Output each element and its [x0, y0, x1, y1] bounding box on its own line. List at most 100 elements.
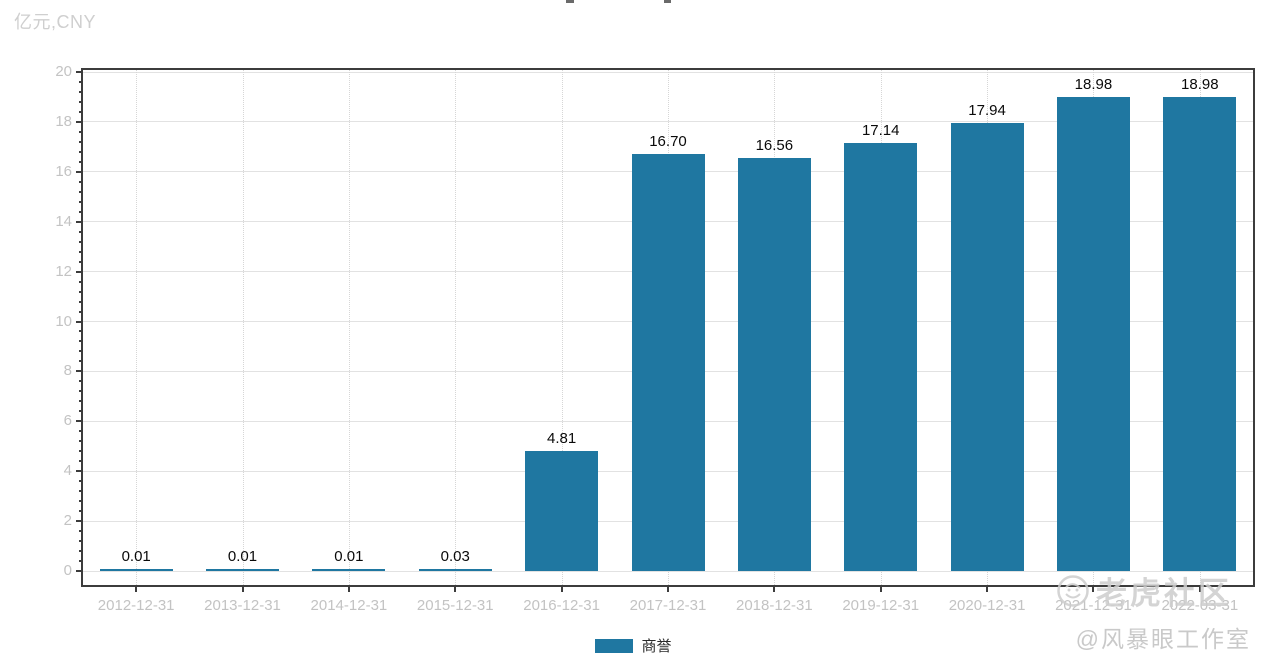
y-axis-tick	[76, 120, 83, 123]
y-axis-minor-tick	[79, 200, 83, 203]
x-axis-tick	[986, 585, 989, 592]
y-axis-minor-tick	[79, 360, 83, 363]
y-axis-tick	[76, 370, 83, 373]
y-axis-minor-tick	[79, 480, 83, 483]
bar-value-label: 17.94	[968, 102, 1006, 120]
x-axis-tick	[667, 585, 669, 592]
gridline-vertical	[242, 70, 244, 585]
y-axis-tick-label: 10	[55, 312, 72, 330]
y-axis-tick-label: 2	[63, 512, 72, 530]
y-axis-tick	[76, 470, 83, 473]
x-axis-tick-label: 2022-03-31	[1161, 597, 1239, 614]
x-axis-tick	[560, 585, 563, 592]
y-axis-tick-label: 8	[63, 362, 72, 380]
y-axis-minor-tick	[79, 230, 83, 233]
x-axis-tick-label: 2014-12-31	[310, 597, 388, 614]
bar-value-label: 0.01	[334, 548, 364, 565]
y-axis-tick	[76, 71, 83, 73]
y-axis-minor-tick	[79, 260, 83, 263]
bar[interactable]	[631, 154, 705, 571]
x-axis-tick	[135, 585, 138, 592]
y-axis-minor-tick	[79, 390, 83, 393]
bar[interactable]	[312, 569, 386, 571]
y-axis-minor-tick	[79, 510, 83, 513]
y-axis-minor-tick	[79, 80, 83, 83]
y-axis-tick-label: 20	[55, 63, 72, 80]
plot-area	[81, 68, 1255, 587]
y-axis-minor-tick	[79, 280, 83, 283]
bar-value-label: 18.98	[1074, 76, 1113, 94]
bar[interactable]	[950, 123, 1024, 571]
cropped-title-remnant	[664, 0, 671, 3]
y-axis-tick	[76, 320, 83, 323]
x-axis-tick-label: 2015-12-31	[416, 597, 494, 614]
x-axis-tick-label: 2012-12-31	[97, 597, 175, 614]
bar-value-label: 18.98	[1181, 76, 1219, 94]
x-axis-tick	[347, 585, 350, 592]
legend[interactable]: 商誉	[0, 635, 1267, 656]
y-axis-minor-tick	[79, 210, 83, 213]
x-axis-tick-label: 2017-12-31	[629, 597, 707, 614]
legend-label[interactable]: 商誉	[641, 638, 672, 655]
y-axis-minor-tick	[79, 540, 83, 543]
x-axis-tick-label: 2016-12-31	[523, 597, 600, 614]
gridline-vertical	[455, 70, 457, 585]
x-axis-tick	[773, 585, 776, 592]
cropped-title-remnant	[566, 0, 574, 3]
bar[interactable]	[1163, 97, 1237, 571]
y-axis-tick-label: 0	[63, 562, 72, 579]
gridline-vertical	[561, 70, 563, 585]
y-axis-tick	[76, 170, 83, 173]
y-axis-minor-tick	[79, 130, 83, 133]
y-axis-minor-tick	[79, 310, 83, 313]
bar[interactable]	[1056, 97, 1130, 571]
y-axis-minor-tick	[79, 150, 83, 153]
y-axis-tick-label: 14	[55, 212, 72, 230]
y-axis-minor-tick	[79, 100, 83, 103]
bar-value-label: 17.14	[861, 122, 900, 140]
bar-value-label: 0.01	[227, 548, 258, 565]
bar[interactable]	[99, 569, 173, 571]
bar[interactable]	[525, 450, 599, 571]
y-axis-tick	[76, 520, 83, 523]
y-axis-minor-tick	[79, 380, 83, 383]
y-axis-minor-tick	[79, 430, 83, 433]
y-axis-minor-tick	[79, 110, 83, 113]
bar-value-label: 4.81	[547, 429, 577, 447]
bar-value-label: 16.56	[755, 136, 794, 154]
bar[interactable]	[844, 143, 918, 571]
gridline-vertical	[136, 70, 138, 585]
legend-swatch[interactable]	[595, 638, 634, 653]
y-axis-tick	[76, 220, 83, 223]
y-axis-tick-label: 16	[55, 162, 72, 180]
y-axis-unit-label: 亿元,CNY	[14, 12, 97, 32]
x-axis-tick	[1198, 585, 1201, 592]
y-axis-tick-label: 18	[55, 112, 72, 130]
y-axis-tick	[76, 420, 83, 423]
y-axis-minor-tick	[79, 340, 83, 343]
bar-value-label: 0.01	[121, 548, 151, 565]
x-axis-tick-label: 2013-12-31	[204, 597, 281, 614]
gridline-vertical	[348, 70, 350, 585]
bar-value-label: 16.70	[649, 133, 687, 151]
y-axis-minor-tick	[79, 180, 83, 183]
x-axis-tick	[454, 585, 457, 592]
y-axis-minor-tick	[79, 160, 83, 163]
y-axis-minor-tick	[79, 560, 83, 563]
y-axis-minor-tick	[79, 90, 83, 93]
bar[interactable]	[418, 569, 492, 571]
y-axis-tick	[76, 270, 83, 273]
y-axis-minor-tick	[79, 330, 83, 333]
y-axis-minor-tick	[79, 500, 83, 503]
y-axis-minor-tick	[79, 450, 83, 453]
bar[interactable]	[737, 157, 811, 571]
y-axis-tick-label: 6	[63, 412, 72, 430]
bar[interactable]	[206, 569, 280, 571]
y-axis-minor-tick	[79, 550, 83, 553]
y-axis-minor-tick	[79, 350, 83, 353]
x-axis-tick-label: 2018-12-31	[735, 597, 813, 614]
x-axis-tick	[241, 585, 244, 592]
y-axis-minor-tick	[79, 490, 83, 493]
y-axis-tick-label: 4	[63, 462, 72, 480]
